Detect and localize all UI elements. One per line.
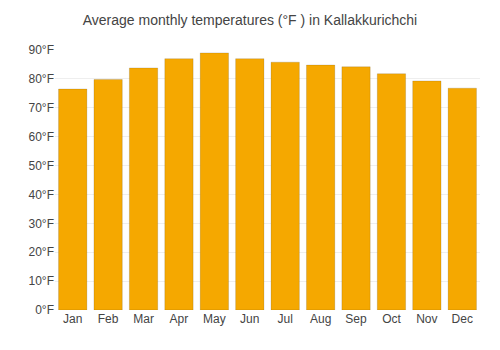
svg-text:40°F: 40°F xyxy=(29,188,54,202)
svg-text:Aug: Aug xyxy=(310,312,331,326)
svg-text:Dec: Dec xyxy=(452,312,473,326)
svg-text:Jul: Jul xyxy=(278,312,293,326)
svg-text:70°F: 70°F xyxy=(29,101,54,115)
svg-text:Nov: Nov xyxy=(416,312,437,326)
svg-text:80°F: 80°F xyxy=(29,72,54,86)
svg-text:30°F: 30°F xyxy=(29,217,54,231)
svg-text:90°F: 90°F xyxy=(29,43,54,57)
svg-text:0°F: 0°F xyxy=(35,303,54,317)
svg-text:Mar: Mar xyxy=(133,312,154,326)
svg-text:Oct: Oct xyxy=(382,312,401,326)
svg-text:Feb: Feb xyxy=(98,312,119,326)
svg-text:20°F: 20°F xyxy=(29,245,54,259)
svg-text:Sep: Sep xyxy=(345,312,367,326)
svg-text:Average monthly temperatures (: Average monthly temperatures (°F ) in Ka… xyxy=(83,12,417,28)
svg-text:60°F: 60°F xyxy=(29,130,54,144)
svg-text:May: May xyxy=(203,312,226,326)
svg-text:Jun: Jun xyxy=(240,312,259,326)
svg-text:50°F: 50°F xyxy=(29,159,54,173)
svg-text:Apr: Apr xyxy=(170,312,189,326)
svg-text:10°F: 10°F xyxy=(29,274,54,288)
svg-text:Jan: Jan xyxy=(63,312,82,326)
